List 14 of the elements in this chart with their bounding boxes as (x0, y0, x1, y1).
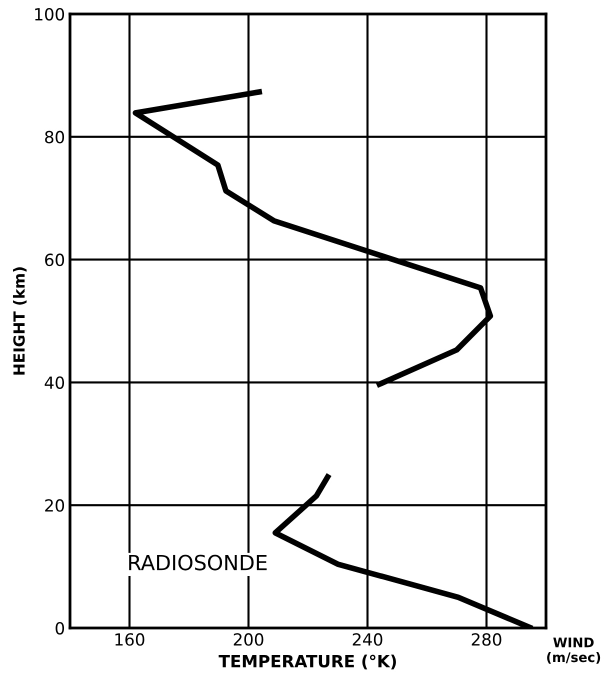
y-tick-label: 20 (45, 499, 64, 512)
y-axis-title: HEIGHT (km) (12, 267, 27, 375)
x-tick-label: 160 (115, 633, 144, 646)
text: WIND (m/sec) (547, 638, 600, 664)
y-tick-label: 60 (45, 254, 64, 266)
x-tick-label: 280 (472, 633, 502, 646)
x-axis-title: TEMPERATURE (°K) (218, 654, 396, 670)
y-tick-label: 80 (45, 130, 64, 144)
x-tick-label: 240 (352, 633, 382, 646)
y-tick-label: 0 (56, 622, 64, 635)
annotation: RADIOSONDE (129, 554, 267, 570)
x-tick-label: 200 (234, 633, 264, 646)
y-tick-label: 100 (35, 8, 64, 21)
y-tick-label: 40 (44, 376, 64, 389)
